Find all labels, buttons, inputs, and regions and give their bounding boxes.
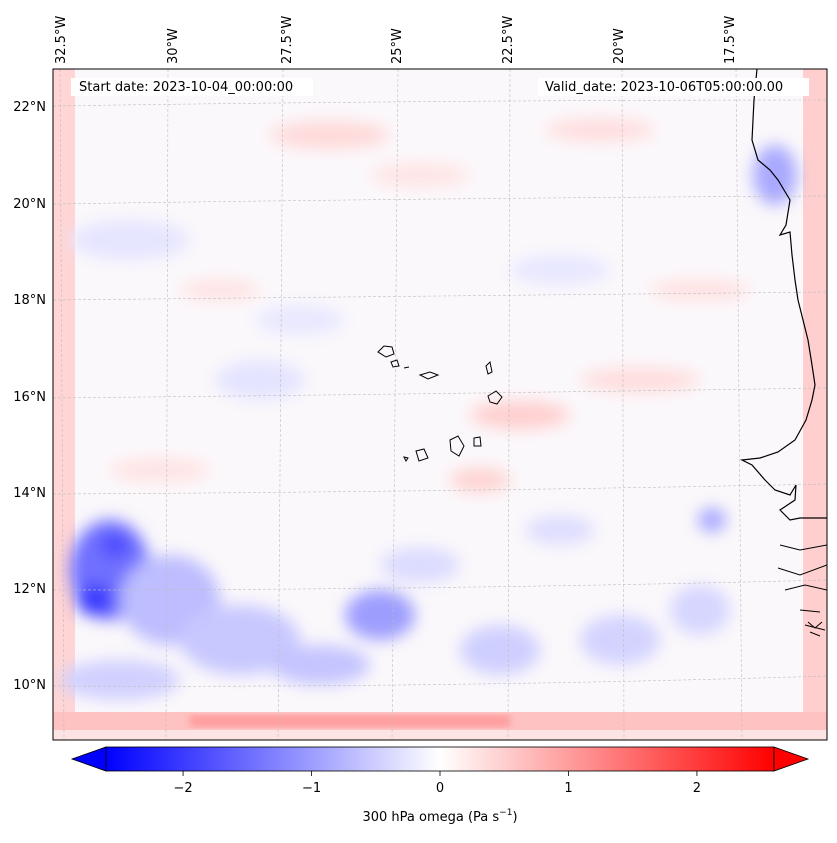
lat-label: 12°N	[13, 582, 46, 597]
lon-label: 25°W	[390, 28, 405, 64]
colorbar-tick-label: −2	[173, 781, 192, 796]
boundary-strip-left	[53, 69, 75, 740]
gridlines	[53, 69, 827, 740]
lon-label: 30°W	[166, 28, 181, 64]
colorbar-ticks: −2 −1 0 1 2	[173, 771, 701, 796]
colorbar-label: 300 hPa omega (Pa s−1)	[362, 808, 517, 825]
lat-label: 20°N	[13, 197, 46, 212]
colorbar-extend-min	[70, 746, 107, 772]
colorbar-tick-label: −1	[302, 781, 321, 796]
positive-patches	[110, 118, 750, 492]
lon-label: 32.5°W	[54, 16, 69, 64]
omega-field	[53, 69, 827, 740]
coastline-guinea	[777, 544, 827, 631]
coastline-islands-bissagos	[807, 621, 823, 637]
lat-label: 22°N	[13, 100, 46, 115]
colorbar-tick-label: 0	[436, 781, 444, 796]
lon-label: 20°W	[612, 28, 627, 64]
lat-labels: 22°N 20°N 18°N 16°N 14°N 12°N 10°N	[13, 100, 46, 693]
lat-label: 18°N	[13, 293, 46, 308]
colorbar: −2 −1 0 1 2 300 hPa omega (Pa s−1)	[70, 746, 810, 825]
valid-date-bg	[538, 78, 809, 96]
colorbar-tick-label: 2	[693, 781, 701, 796]
lon-label: 27.5°W	[280, 16, 295, 64]
map-frame	[52, 68, 828, 741]
lat-label: 16°N	[13, 390, 46, 405]
colorbar-tick-label: 1	[564, 781, 572, 796]
valid-date-label: Valid_date: 2023-10-06T05:00:00.00	[545, 80, 783, 95]
boundary-strip-right	[803, 69, 827, 740]
lat-label: 10°N	[13, 678, 46, 693]
lon-labels: 32.5°W 30°W 27.5°W 25°W 22.5°W 20°W 17.5…	[54, 16, 738, 64]
negative-patches	[60, 145, 797, 700]
lon-label: 22.5°W	[501, 16, 516, 64]
cape-verde-islands	[377, 345, 503, 462]
colorbar-bar	[105, 746, 775, 772]
lat-label: 14°N	[13, 486, 46, 501]
colorbar-extend-max	[773, 746, 810, 772]
coastline-africa	[739, 69, 827, 521]
start-date-label: Start date: 2023-10-04_00:00:00	[79, 80, 293, 95]
start-date-bg	[71, 78, 313, 96]
lon-label: 17.5°W	[723, 16, 738, 64]
